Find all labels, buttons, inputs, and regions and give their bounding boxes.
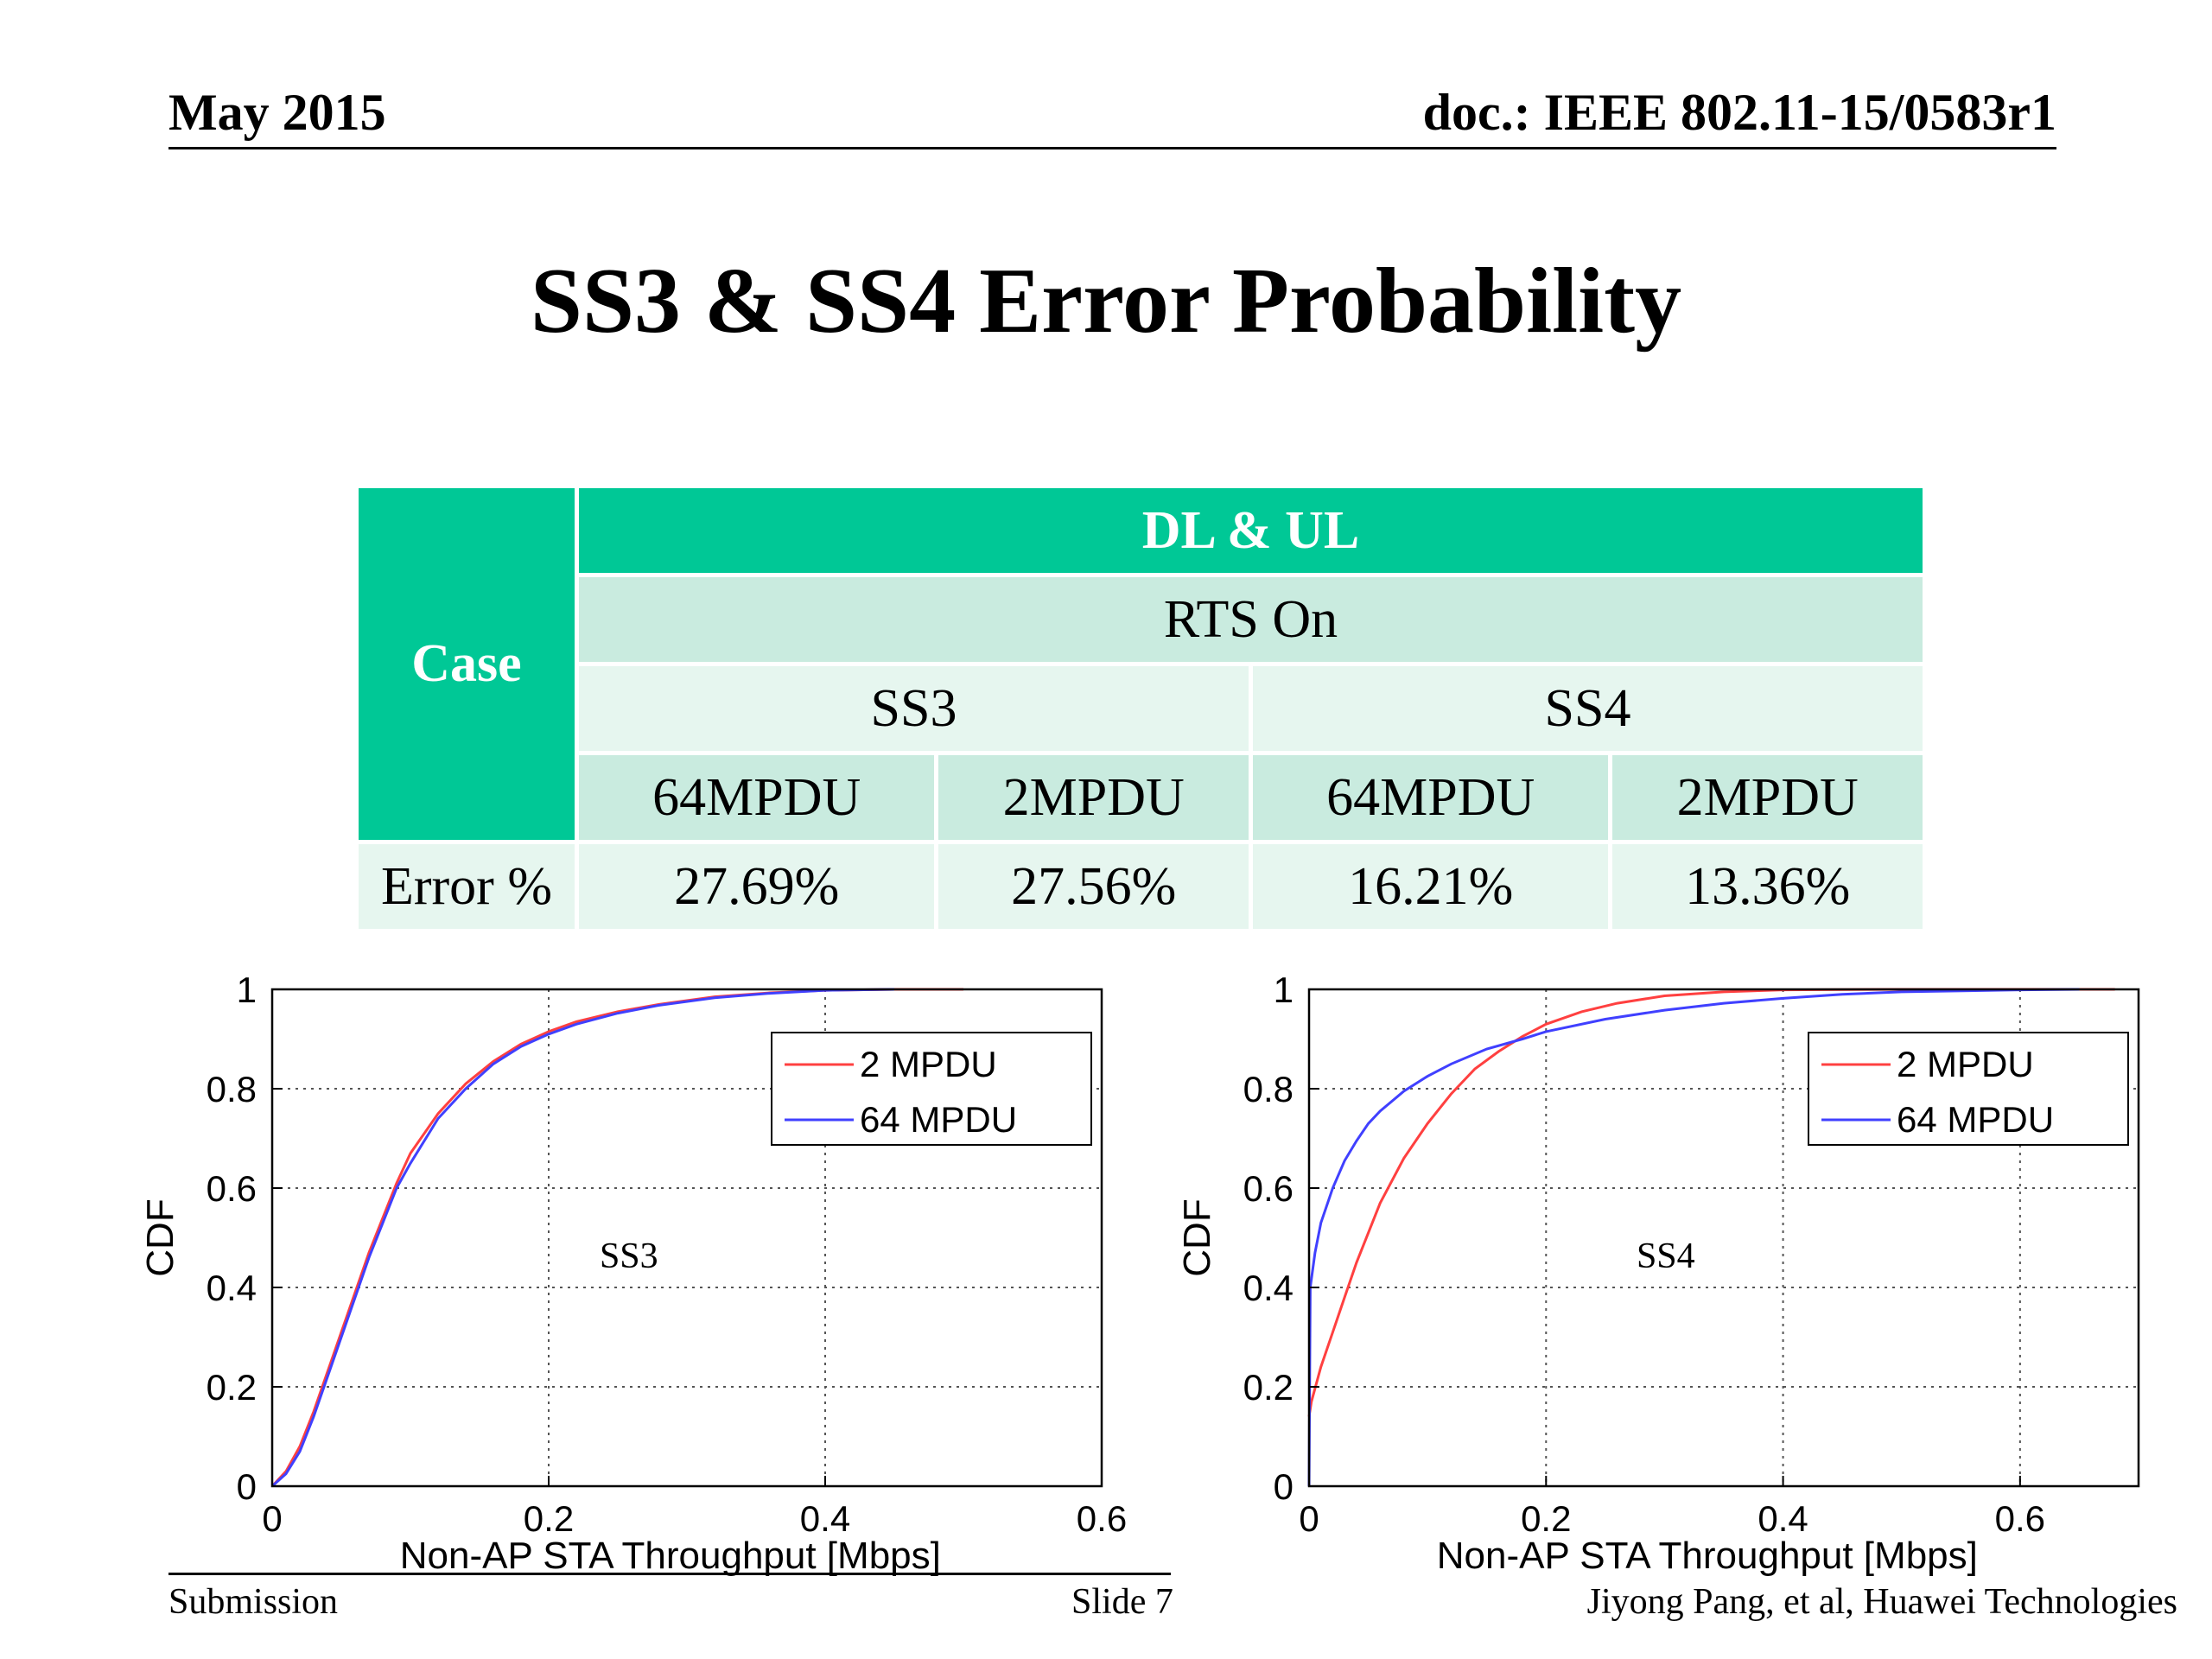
column-header: 64MPDU bbox=[1252, 755, 1609, 840]
x-tick-label: 0.4 bbox=[1758, 1498, 1808, 1539]
y-tick-label: 0.4 bbox=[1243, 1268, 1294, 1308]
subgroup-header: RTS On bbox=[579, 577, 1923, 662]
chart-annotation: SS4 bbox=[1637, 1236, 1695, 1276]
footer-slide-number: Slide 7 bbox=[1071, 1582, 1173, 1622]
group-header: DL & UL bbox=[579, 488, 1923, 573]
legend-label: 2 MPDU bbox=[860, 1044, 997, 1084]
y-axis-label: CDF bbox=[1176, 1198, 1218, 1276]
chart-annotation: SS3 bbox=[600, 1236, 658, 1276]
legend-label: 64 MPDU bbox=[1897, 1099, 2054, 1140]
column-header: 64MPDU bbox=[579, 755, 935, 840]
x-tick-label: 0.2 bbox=[1521, 1498, 1571, 1539]
y-tick-label: 0.2 bbox=[1243, 1367, 1294, 1408]
table-cell: 27.69% bbox=[579, 844, 935, 929]
y-tick-label: 0.4 bbox=[207, 1268, 257, 1308]
header-doc-id: doc.: IEEE 802.11-15/0583r1 bbox=[1422, 84, 2056, 141]
x-tick-label: 0 bbox=[262, 1498, 282, 1539]
y-tick-label: 0.8 bbox=[207, 1069, 257, 1109]
error-table: Case DL & UL RTS On SS3 SS4 64MPDU 2MPDU… bbox=[354, 484, 1927, 933]
scenario-header-ss4: SS4 bbox=[1252, 666, 1923, 751]
x-tick-label: 0 bbox=[1299, 1498, 1319, 1539]
footer-authors: Jiyong Pang, et al, Huawei Technologies bbox=[1586, 1582, 2177, 1622]
y-axis-label: CDF bbox=[139, 1198, 181, 1276]
x-tick-label: 0.6 bbox=[1995, 1498, 2045, 1539]
column-header: 2MPDU bbox=[938, 755, 1249, 840]
x-tick-label: 0.4 bbox=[800, 1498, 850, 1539]
y-tick-label: 0.2 bbox=[207, 1367, 257, 1408]
table-cell: 27.56% bbox=[938, 844, 1249, 929]
x-axis-label: Non-AP STA Throughput [Mbps] bbox=[400, 1535, 941, 1577]
series-line bbox=[1307, 988, 2115, 1417]
y-tick-label: 1 bbox=[1274, 969, 1294, 1010]
y-tick-label: 0 bbox=[1274, 1466, 1294, 1507]
table-cell: 13.36% bbox=[1612, 844, 1923, 929]
header-date: May 2015 bbox=[168, 84, 386, 141]
cdf-chart-ss4: 0 0.2 0.4 0.6 0.8 1 0 0.2 0.4 0.6 Non-AP STA Throu… bbox=[1176, 969, 2140, 1577]
scenario-header-ss3: SS3 bbox=[579, 666, 1249, 751]
legend-box bbox=[771, 1032, 1092, 1146]
series-line bbox=[270, 988, 895, 1488]
x-axis-label: Non-AP STA Throughput [Mbps] bbox=[1437, 1535, 1978, 1577]
y-tick-label: 0.8 bbox=[1243, 1069, 1294, 1109]
plot-frame bbox=[270, 988, 1103, 1488]
y-tick-label: 0 bbox=[237, 1466, 257, 1507]
slide-title: SS3 & SS4 Error Probability bbox=[530, 250, 1682, 353]
y-tick-label: 0.6 bbox=[207, 1168, 257, 1209]
header-rule bbox=[168, 147, 2056, 149]
cdf-chart-ss3: 0 0.2 0.4 0.6 0.8 1 0 0.2 0.4 0.6 Non-AP STA Throu… bbox=[139, 969, 1127, 1577]
footer-rule bbox=[168, 1573, 1171, 1575]
legend-label: 64 MPDU bbox=[860, 1099, 1017, 1140]
table-cell: 16.21% bbox=[1252, 844, 1609, 929]
column-header: 2MPDU bbox=[1612, 755, 1923, 840]
case-header: Case bbox=[359, 488, 575, 840]
legend-box bbox=[1808, 1032, 2129, 1146]
legend-label: 2 MPDU bbox=[1897, 1044, 2034, 1084]
row-label: Error % bbox=[359, 844, 575, 929]
x-tick-label: 0.6 bbox=[1077, 1498, 1127, 1539]
footer-submission: Submission bbox=[168, 1582, 339, 1622]
y-tick-label: 1 bbox=[237, 969, 257, 1010]
series-line bbox=[1307, 988, 2080, 1487]
x-tick-label: 0.2 bbox=[524, 1498, 574, 1539]
plot-frame bbox=[1307, 988, 2140, 1488]
y-tick-label: 0.6 bbox=[1243, 1168, 1294, 1209]
